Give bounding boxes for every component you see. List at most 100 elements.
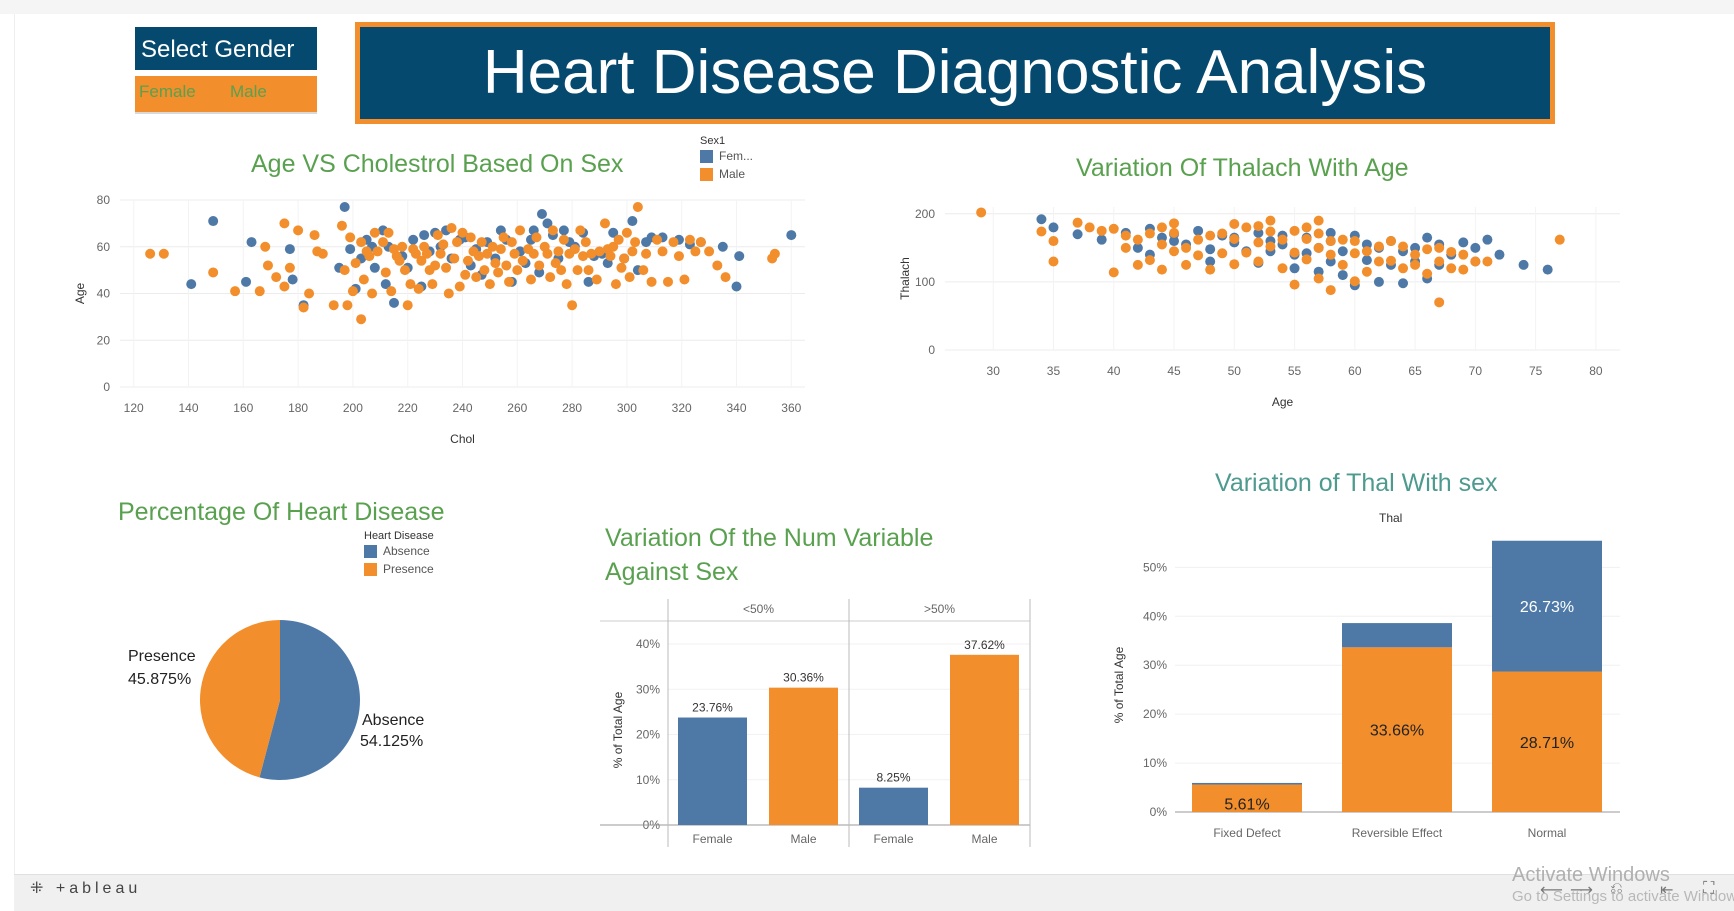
data-point[interactable] — [345, 244, 356, 255]
data-point[interactable] — [1229, 219, 1240, 230]
data-point[interactable] — [378, 237, 389, 248]
data-point[interactable] — [580, 237, 591, 248]
bar[interactable] — [950, 654, 1019, 825]
data-point[interactable] — [479, 265, 490, 276]
data-point[interactable] — [413, 283, 424, 294]
data-point[interactable] — [1193, 234, 1204, 245]
data-point[interactable] — [328, 300, 339, 311]
data-point[interactable] — [419, 230, 430, 241]
data-point[interactable] — [1434, 256, 1445, 267]
data-point[interactable] — [158, 248, 169, 259]
data-point[interactable] — [717, 241, 728, 252]
data-point[interactable] — [1132, 234, 1143, 245]
data-point[interactable] — [402, 300, 413, 311]
data-point[interactable] — [621, 227, 632, 238]
data-point[interactable] — [1156, 239, 1167, 250]
data-point[interactable] — [482, 248, 493, 259]
data-point[interactable] — [528, 248, 539, 259]
data-point[interactable] — [271, 272, 282, 283]
data-point[interactable] — [534, 260, 545, 271]
data-point[interactable] — [558, 225, 569, 236]
data-point[interactable] — [342, 300, 353, 311]
filter-option-male[interactable]: Male — [230, 82, 267, 101]
data-point[interactable] — [460, 269, 471, 280]
data-point[interactable] — [380, 267, 391, 278]
bar[interactable] — [859, 787, 928, 825]
data-point[interactable] — [465, 232, 476, 243]
data-point[interactable] — [506, 237, 517, 248]
bar-segment[interactable] — [1492, 671, 1602, 812]
data-point[interactable] — [356, 314, 367, 325]
data-point[interactable] — [1193, 225, 1204, 236]
data-point[interactable] — [298, 302, 309, 313]
data-point[interactable] — [397, 241, 408, 252]
data-point[interactable] — [345, 232, 356, 243]
data-point[interactable] — [1120, 230, 1131, 241]
data-point[interactable] — [624, 272, 635, 283]
data-point[interactable] — [1373, 256, 1384, 267]
legend-item-male[interactable]: Male — [700, 165, 753, 183]
data-point[interactable] — [556, 265, 567, 276]
data-point[interactable] — [1482, 234, 1493, 245]
data-point[interactable] — [416, 255, 427, 266]
data-point[interactable] — [1265, 215, 1276, 226]
data-point[interactable] — [1458, 264, 1469, 275]
data-point[interactable] — [1205, 264, 1216, 275]
data-point[interactable] — [1518, 259, 1529, 270]
legend-item-female[interactable]: Fem... — [700, 147, 753, 165]
data-point[interactable] — [358, 274, 369, 285]
data-point[interactable] — [517, 255, 528, 266]
data-point[interactable] — [1217, 248, 1228, 259]
data-point[interactable] — [630, 237, 641, 248]
data-point[interactable] — [405, 279, 416, 290]
data-point[interactable] — [1434, 297, 1445, 308]
bar-num-vs-sex[interactable]: 0%10%20%30%40%<50%23.76%Female30.36%Male… — [600, 595, 1040, 855]
redo-icon[interactable]: ⟶ — [1570, 882, 1593, 899]
data-point[interactable] — [542, 248, 553, 259]
data-point[interactable] — [1337, 270, 1348, 281]
data-point[interactable] — [561, 279, 572, 290]
bar-segment[interactable] — [1342, 647, 1452, 812]
data-point[interactable] — [558, 234, 569, 245]
data-point[interactable] — [1398, 278, 1409, 289]
data-point[interactable] — [309, 230, 320, 241]
data-point[interactable] — [1229, 259, 1240, 270]
data-point[interactable] — [1253, 256, 1264, 267]
data-point[interactable] — [432, 230, 443, 241]
data-point[interactable] — [501, 260, 512, 271]
data-point[interactable] — [572, 265, 583, 276]
data-point[interactable] — [1181, 259, 1192, 270]
data-point[interactable] — [610, 279, 621, 290]
data-point[interactable] — [583, 265, 594, 276]
data-point[interactable] — [547, 225, 558, 236]
data-point[interactable] — [731, 281, 742, 292]
data-point[interactable] — [1241, 222, 1252, 233]
data-point[interactable] — [619, 253, 630, 264]
data-point[interactable] — [293, 225, 304, 236]
data-point[interactable] — [679, 274, 690, 285]
data-point[interactable] — [594, 246, 605, 257]
data-point[interactable] — [260, 241, 271, 252]
data-point[interactable] — [786, 230, 797, 241]
data-point[interactable] — [1446, 263, 1457, 274]
data-point[interactable] — [1337, 234, 1348, 245]
data-point[interactable] — [641, 248, 652, 259]
data-point[interactable] — [389, 297, 399, 308]
data-point[interactable] — [605, 251, 616, 262]
data-point[interactable] — [545, 272, 556, 283]
data-point[interactable] — [454, 281, 465, 292]
bar[interactable] — [678, 717, 747, 825]
data-point[interactable] — [399, 265, 410, 276]
data-point[interactable] — [410, 248, 421, 259]
data-point[interactable] — [493, 267, 504, 278]
data-point[interactable] — [509, 248, 520, 259]
data-point[interactable] — [473, 251, 484, 262]
data-point[interactable] — [1169, 218, 1180, 229]
data-point[interactable] — [652, 234, 663, 245]
data-point[interactable] — [287, 274, 298, 285]
tableau-logo[interactable]: ⁜ +ableau — [30, 878, 141, 898]
data-point[interactable] — [1361, 246, 1372, 257]
data-point[interactable] — [369, 227, 380, 238]
data-point[interactable] — [145, 248, 156, 259]
data-point[interactable] — [1289, 225, 1300, 236]
